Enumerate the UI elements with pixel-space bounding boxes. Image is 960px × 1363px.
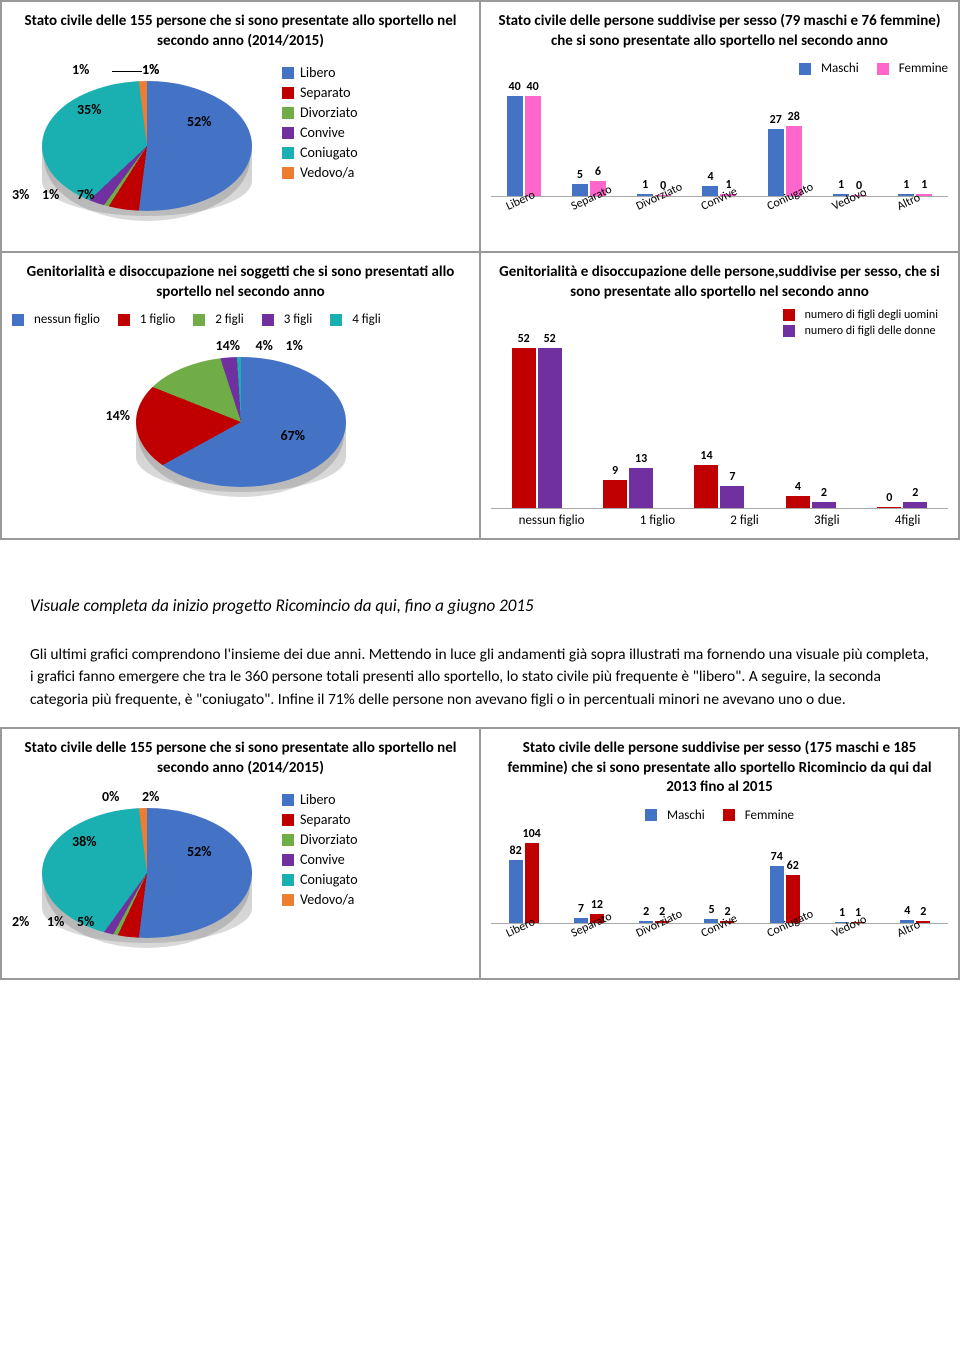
bar-group: 913 bbox=[603, 468, 653, 508]
legend-panel1: Libero Separato Divorziato Convive Coniugato… bbox=[282, 61, 358, 184]
legend-item: Separato bbox=[282, 811, 358, 828]
legend-item: 3 figli bbox=[262, 312, 313, 327]
xlabels-panel4: nessun figlio1 figlio2 figli3figli4figli bbox=[491, 513, 948, 528]
legend-item: 4 figli bbox=[330, 312, 381, 327]
bar-group: 02 bbox=[877, 502, 927, 508]
legend-item: Separato bbox=[282, 84, 358, 101]
bar-group: 5252 bbox=[512, 348, 562, 508]
legend-item: Maschi bbox=[799, 61, 859, 76]
pie-chart-1: 1%1%35%52%3%1%7%1% bbox=[12, 61, 282, 241]
panel3-title: Genitorialità e disoccupazione nei sogge… bbox=[12, 263, 469, 302]
xlabels-panel6: LiberoSeparatoDivorziatoConviveConiugato… bbox=[491, 928, 948, 942]
legend-item: Divorziato bbox=[282, 104, 358, 121]
legend-item: Convive bbox=[282, 124, 358, 141]
section-heading: Visuale completa da inizio progetto Rico… bbox=[0, 595, 960, 616]
bars-panel2: 404056104127281011 bbox=[491, 80, 948, 197]
panel4-title: Genitorialità e disoccupazione delle per… bbox=[491, 263, 948, 302]
legend-panel5: Libero Separato Divorziato Convive Coniugato… bbox=[282, 788, 358, 911]
bars-panel6: 82104712225274621142 bbox=[491, 827, 948, 924]
panel-genitorialita-pie: Genitorialità e disoccupazione nei sogge… bbox=[1, 252, 480, 539]
legend-item: numero di figli delle donne bbox=[783, 324, 938, 338]
legend-item: Convive bbox=[282, 851, 358, 868]
pie-chart-3: 14%4%1%14%67% bbox=[106, 337, 376, 517]
panel5-pie: Stato civile delle 155 persone che si so… bbox=[1, 728, 480, 979]
bar-group: 4040 bbox=[507, 96, 541, 196]
pie-chart-5: 0%2%38%52%2%1%5% bbox=[12, 788, 282, 968]
panel-genitorialita-bar-sex: Genitorialità e disoccupazione delle per… bbox=[480, 252, 959, 539]
legend-item: Vedovo/a bbox=[282, 891, 358, 908]
legend-panel2: Maschi Femmine bbox=[491, 61, 948, 76]
legend-item: Libero bbox=[282, 64, 358, 81]
legend-item: Coniugato bbox=[282, 871, 358, 888]
bars-panel4: 5252 913 147 42 02 bbox=[491, 332, 948, 509]
legend-item: Femmine bbox=[723, 808, 794, 823]
panel-stato-civile-bar-sex: Stato civile delle persone suddivise per… bbox=[480, 1, 959, 252]
panel5-title: Stato civile delle 155 persone che si so… bbox=[12, 739, 469, 778]
legend-item: Libero bbox=[282, 791, 358, 808]
panel6-bar: Stato civile delle persone suddivise per… bbox=[480, 728, 959, 979]
legend-panel4: numero di figli degli uomini numero di fi… bbox=[783, 308, 938, 338]
bar-group: 42 bbox=[786, 496, 836, 508]
bar-group: 82104 bbox=[509, 843, 539, 923]
panel6-title: Stato civile delle persone suddivise per… bbox=[491, 739, 948, 798]
bar-group: 147 bbox=[694, 465, 744, 508]
panel1-title: Stato civile delle 155 persone che si so… bbox=[12, 12, 469, 51]
legend-item: 1 figlio bbox=[118, 312, 175, 327]
body-paragraph: Gli ultimi grafici comprendono l'insieme… bbox=[0, 644, 960, 711]
legend-item: Coniugato bbox=[282, 144, 358, 161]
xlabels-panel2: LiberoSeparatoDivorziatoConviveConiugato… bbox=[491, 201, 948, 215]
legend-panel3: nessun figlio 1 figlio 2 figli 3 figli 4 fig… bbox=[12, 312, 469, 327]
legend-panel6: Maschi Femmine bbox=[491, 808, 948, 823]
legend-item: Divorziato bbox=[282, 831, 358, 848]
legend-item: Maschi bbox=[645, 808, 705, 823]
legend-item: numero di figli degli uomini bbox=[783, 308, 938, 322]
legend-item: Femmine bbox=[877, 61, 948, 76]
legend-item: Vedovo/a bbox=[282, 164, 358, 181]
legend-item: 2 figli bbox=[193, 312, 244, 327]
legend-item: nessun figlio bbox=[12, 312, 100, 327]
panel2-title: Stato civile delle persone suddivise per… bbox=[491, 12, 948, 51]
panel-stato-civile-pie: Stato civile delle 155 persone che si so… bbox=[1, 1, 480, 252]
